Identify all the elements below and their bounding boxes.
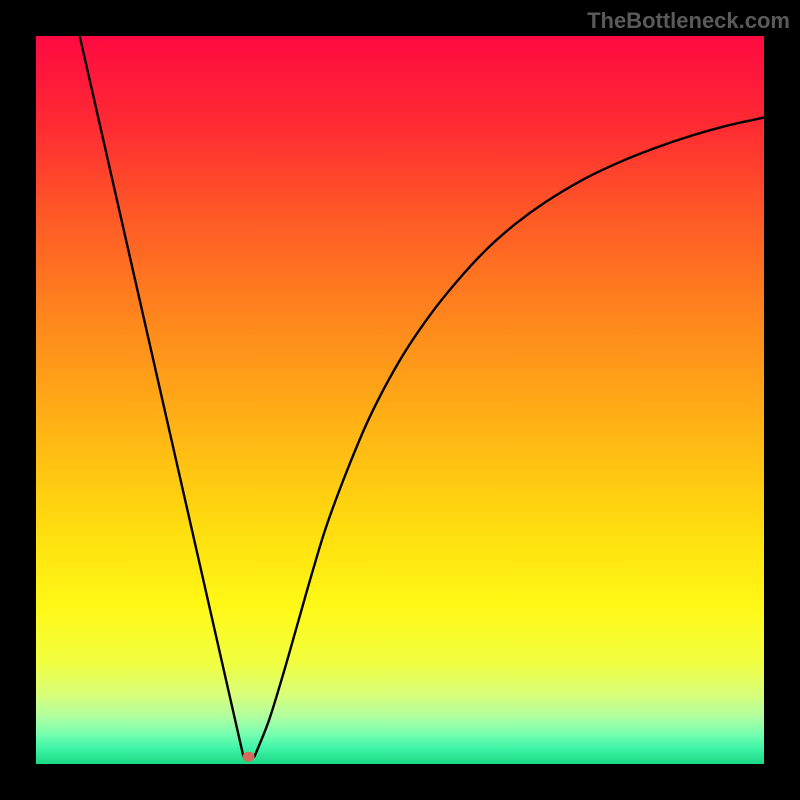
optimal-point-marker [243,752,255,762]
bottleneck-chart [0,0,800,800]
figure-container: TheBottleneck.com [0,0,800,800]
chart-background-gradient [36,36,764,764]
